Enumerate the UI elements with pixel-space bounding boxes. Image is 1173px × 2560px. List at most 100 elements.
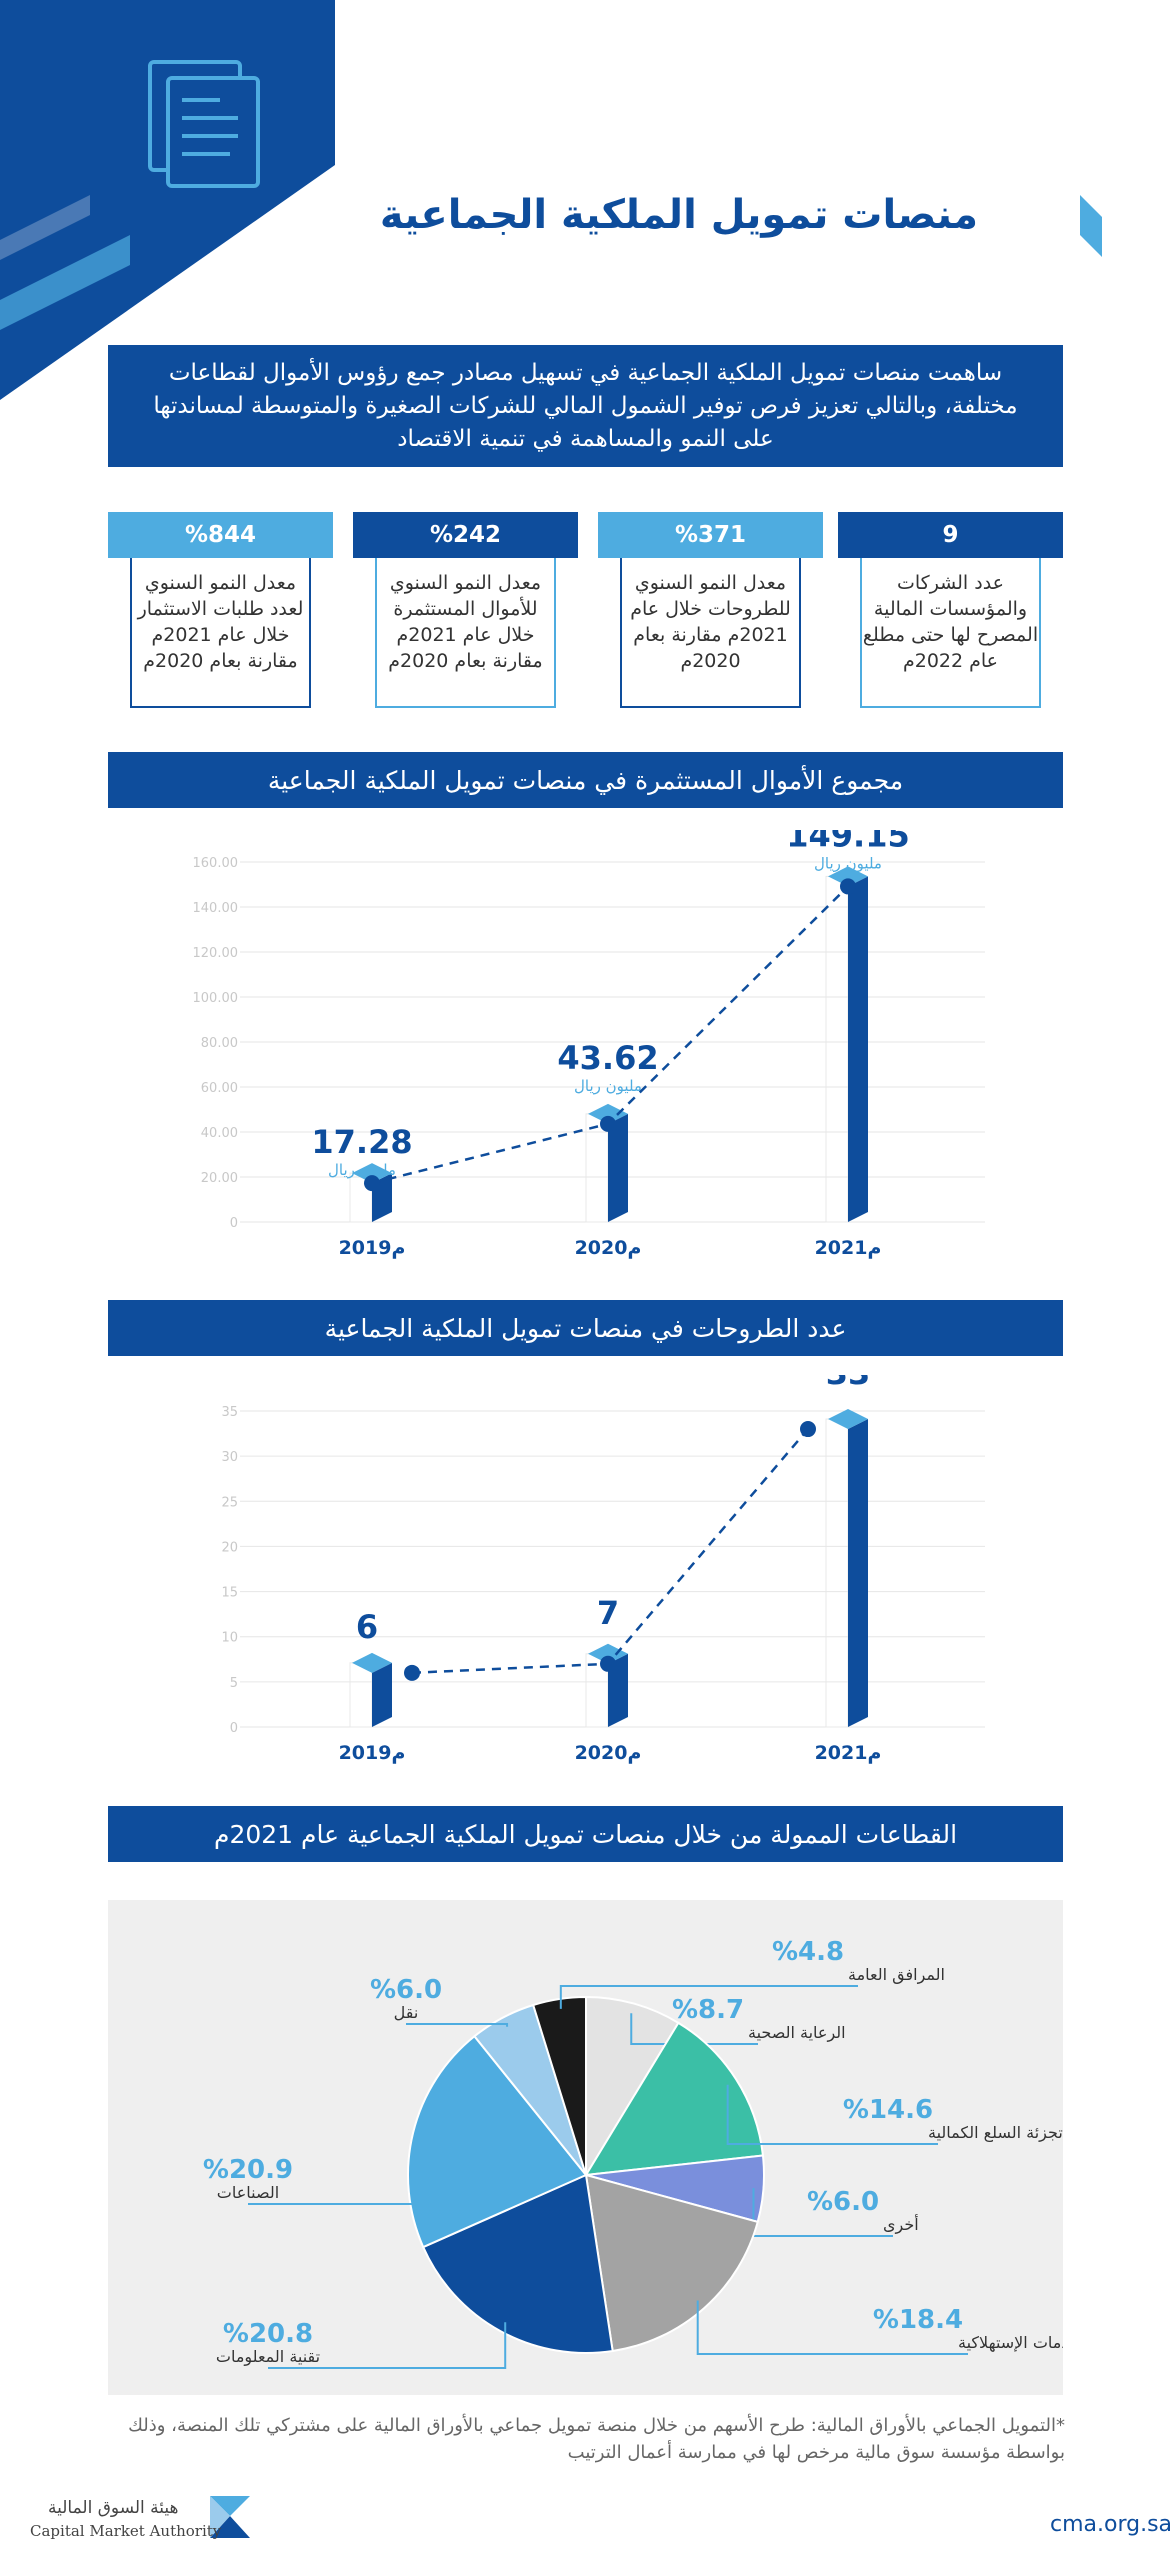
bar-top: [588, 1643, 628, 1664]
y-tick-label: 15: [221, 1586, 238, 1601]
pie-slice: [407, 2034, 588, 2249]
stat-value: %844: [108, 512, 333, 558]
stat-card-offerings-growth: %371 معدل النمو السنوي للطروحات خلال عام…: [598, 512, 823, 712]
leader-line: [268, 2322, 507, 2369]
slice-percent: %20.9: [203, 2155, 293, 2185]
data-label: 149.15: [786, 830, 909, 854]
y-tick-label: 100.00: [193, 991, 239, 1006]
y-tick-label: 40.00: [201, 1126, 238, 1141]
x-tick-label: 2019م: [339, 1237, 406, 1259]
pie-slice: [584, 2021, 765, 2177]
x-tick-label: 2021م: [815, 1742, 882, 1764]
bar: [848, 876, 868, 1222]
footnote: *التمويل الجماعي بالأوراق المالية: طرح ا…: [128, 2415, 1065, 2463]
y-tick-label: 5: [230, 1676, 238, 1691]
y-tick-label: 0: [230, 1721, 238, 1736]
stat-text: معدل النمو السنوي للأموال المستثمرة خلال…: [375, 558, 556, 708]
x-tick-label: 2021م: [815, 1237, 882, 1259]
slice-label: تجزئة السلع الكمالية: [928, 2123, 1063, 2143]
slice-percent: %6.0: [807, 2187, 879, 2217]
bar: [608, 1113, 628, 1222]
x-tick-label: 2020م: [575, 1237, 642, 1259]
slice-label: نقل: [394, 2003, 419, 2022]
y-tick-label: 35: [221, 1405, 238, 1420]
bar: [848, 1419, 868, 1727]
trend-point: [600, 1115, 616, 1132]
cma-logo-icon: [210, 2496, 250, 2538]
bar-top: [828, 1409, 868, 1430]
bar-top: [828, 866, 868, 887]
leader-line: [406, 2023, 509, 2027]
data-unit-label: مليون ريال: [574, 1077, 642, 1095]
stat-text: عدد الشركات والمؤسسات المالية المصرح لها…: [860, 558, 1041, 708]
org-name-en: Capital Market Authority: [30, 2522, 222, 2540]
stat-card-requests-growth: %844 معدل النمو السنوي لعدد طلبات الاستث…: [108, 512, 333, 712]
y-tick-label: 120.00: [193, 946, 239, 961]
y-tick-label: 160.00: [193, 856, 239, 871]
trend-point: [800, 1421, 816, 1438]
stat-card-funds-growth: %242 معدل النمو السنوي للأموال المستثمرة…: [353, 512, 578, 712]
trend-point: [404, 1664, 420, 1681]
data-label: 43.62: [557, 1039, 658, 1077]
bar-top: [352, 1652, 392, 1673]
y-tick-label: 0: [230, 1216, 238, 1231]
slice-percent: %14.6: [843, 2095, 933, 2125]
offerings-chart: 0 5 10 15 20 25 30 35 2019م 6 2020م 7 2021م 33: [221, 1375, 985, 1764]
y-tick-label: 60.00: [201, 1081, 238, 1096]
funds-chart: 0 20.00 40.00 60.00 80.00 100.00 120.00 140.00 1…: [193, 830, 985, 1259]
x-tick-label: 2020م: [575, 1742, 642, 1764]
y-tick-label: 140.00: [193, 901, 239, 916]
leader-line: [248, 2135, 424, 2205]
pie-slice: [584, 2173, 759, 2353]
y-tick-label: 80.00: [201, 1036, 238, 1051]
stat-text: معدل النمو السنوي لعدد طلبات الاستثمار خ…: [130, 558, 311, 708]
sectors-chart-title: القطاعات الممولة من خلال منصات تمويل الم…: [108, 1806, 1063, 1862]
stat-text: معدل النمو السنوي للطروحات خلال عام 2021…: [620, 558, 801, 708]
stat-value: %242: [353, 512, 578, 558]
leader-line: [726, 2084, 938, 2145]
sectors-panel: %8.7 الرعاية الصحية %14.6 تجزئة السلع الكما…: [108, 1900, 1089, 2395]
trend-point: [364, 1175, 380, 1192]
pie-slice: [585, 1995, 680, 2179]
header-decoration: [0, 0, 335, 400]
funds-chart-title: مجموع الأموال المستثمرة في منصات تمويل ا…: [108, 752, 1063, 808]
page-title: منصات تمويل الملكية الجماعية: [379, 192, 978, 238]
bar-outline: [825, 1418, 849, 1728]
slice-label: الخدمات الإستهلاكية: [958, 2333, 1063, 2353]
org-name-ar: هيئة السوق المالية: [48, 2498, 179, 2518]
data-unit-label: مليون ريال: [814, 854, 882, 872]
bar-top: [352, 1163, 392, 1184]
leader-line: [696, 2300, 968, 2355]
leader-line: [630, 2013, 758, 2045]
y-tick-label: 20: [221, 1540, 238, 1555]
slice-label: تقنية المعلومات: [216, 2347, 320, 2367]
slice-label: الصناعات: [217, 2183, 279, 2202]
data-label: 7: [597, 1594, 619, 1632]
slice-label: الرعاية الصحية: [748, 2023, 846, 2043]
slice-percent: %8.7: [672, 1995, 744, 2025]
trend-point: [600, 1655, 616, 1672]
slice-label: أخرى: [883, 2214, 919, 2235]
bar-top: [588, 1103, 628, 1124]
x-tick-label: 2019م: [339, 1742, 406, 1764]
title-accent: [1080, 195, 1102, 257]
offerings-chart-title: عدد الطروحات في منصات تمويل الملكية الجم…: [108, 1300, 1063, 1356]
document-icon: [148, 60, 260, 188]
data-label: 6: [356, 1608, 378, 1646]
y-tick-label: 20.00: [201, 1171, 238, 1186]
intro-text: ساهمت منصات تمويل الملكية الجماعية في تس…: [108, 345, 1063, 467]
stat-value: %371: [598, 512, 823, 558]
slice-percent: %20.8: [223, 2319, 313, 2349]
y-tick-label: 25: [221, 1495, 238, 1510]
leader-line: [559, 1985, 858, 2009]
data-label: 33: [826, 1375, 871, 1392]
pie-slice: [421, 2173, 614, 2354]
trend-point: [840, 878, 856, 895]
website-link[interactable]: cma.org.sa: [1050, 2512, 1173, 2537]
data-label: 17.28: [311, 1123, 412, 1161]
slice-label: المرافق العامة: [848, 1965, 945, 1985]
slice-percent: %18.4: [873, 2305, 963, 2335]
data-unit-label: مليون ريال: [328, 1161, 396, 1179]
bar-outline: [825, 875, 849, 1223]
